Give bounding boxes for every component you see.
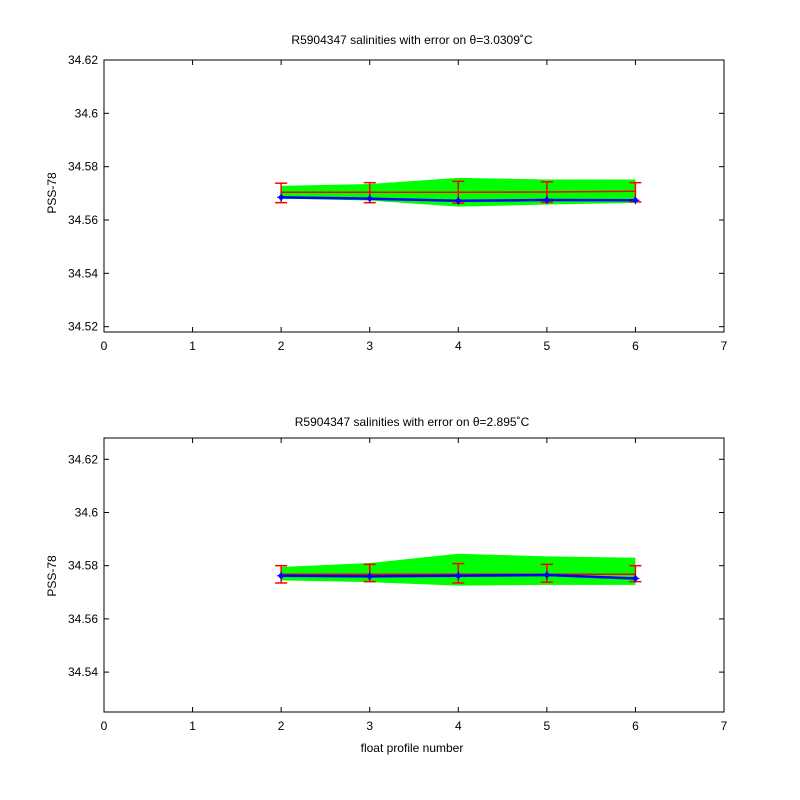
top-plot: R5904347 salinities with error on θ=3.03… xyxy=(45,33,728,353)
bottom-plot-data-layer xyxy=(275,553,642,586)
bottom-plot-data-point xyxy=(542,571,551,579)
top-plot-ylabel: PSS-78 xyxy=(45,172,59,214)
bottom-plot-data-point xyxy=(631,574,640,583)
bottom-plot-ytick-label: 34.58 xyxy=(68,559,98,573)
top-plot-ytick-label: 34.6 xyxy=(75,106,99,120)
top-plot-xtick-label: 7 xyxy=(721,339,728,353)
bottom-plot-ylabel: PSS-78 xyxy=(45,555,59,597)
top-plot-data-point xyxy=(542,196,551,204)
top-plot-xtick-label: 2 xyxy=(278,339,285,353)
bottom-plot-xlabel: float profile number xyxy=(361,741,464,755)
bottom-plot-xtick-label: 0 xyxy=(101,719,108,733)
top-plot-axes-box xyxy=(103,59,725,333)
bottom-plot-ytick-label: 34.56 xyxy=(68,612,98,626)
bottom-plot-ytick-label: 34.62 xyxy=(68,452,98,466)
top-plot-ytick-label: 34.52 xyxy=(68,320,98,334)
bottom-plot-ytick-label: 34.54 xyxy=(68,665,98,679)
top-plot-ticks: 0 1 2 3 4 5 6 7 34.52 34.54 34.56 34.58 34.6 34.62 xyxy=(68,53,728,353)
bottom-plot-xtick-label: 6 xyxy=(632,719,639,733)
top-plot-xtick-label: 1 xyxy=(189,339,196,353)
top-plot-data-layer xyxy=(275,177,642,207)
bottom-plot-xtick-label: 5 xyxy=(544,719,551,733)
top-plot-ytick-label: 34.62 xyxy=(68,53,98,67)
top-plot-data-point xyxy=(454,196,463,205)
top-plot-ytick-label: 34.54 xyxy=(68,266,98,280)
top-plot-data-point xyxy=(365,194,374,203)
top-plot-xtick-label: 0 xyxy=(101,339,108,353)
bottom-plot-xtick-label: 1 xyxy=(189,719,196,733)
bottom-plot-axes-box xyxy=(103,437,725,713)
bottom-plot-xtick-label: 4 xyxy=(455,719,462,733)
bottom-plot-title: R5904347 salinities with error on θ=2.89… xyxy=(295,415,530,429)
bottom-plot-ticks: 0 1 2 3 4 5 6 7 34.54 34.56 34.58 34.6 34.62 xyxy=(68,438,728,733)
top-plot-xtick-label: 3 xyxy=(366,339,373,353)
bottom-plot-data-point xyxy=(365,572,374,581)
bottom-plot-xtick-label: 7 xyxy=(721,719,728,733)
bottom-plot: R5904347 salinities with error on θ=2.89… xyxy=(45,415,728,755)
bottom-plot-xtick-label: 3 xyxy=(366,719,373,733)
top-plot-data-point xyxy=(277,193,286,202)
bottom-plot-xtick-label: 2 xyxy=(278,719,285,733)
bottom-plot-data-point xyxy=(454,571,463,580)
top-plot-ytick-label: 34.58 xyxy=(68,160,98,174)
top-plot-ytick-label: 34.56 xyxy=(68,213,98,227)
top-plot-xtick-label: 5 xyxy=(544,339,551,353)
top-plot-data-point xyxy=(631,196,640,205)
bottom-plot-ytick-label: 34.6 xyxy=(75,505,99,519)
top-plot-xtick-label: 4 xyxy=(455,339,462,353)
top-plot-title: R5904347 salinities with error on θ=3.03… xyxy=(291,33,532,47)
top-plot-xtick-label: 6 xyxy=(632,339,639,353)
bottom-plot-data-point xyxy=(277,571,286,580)
